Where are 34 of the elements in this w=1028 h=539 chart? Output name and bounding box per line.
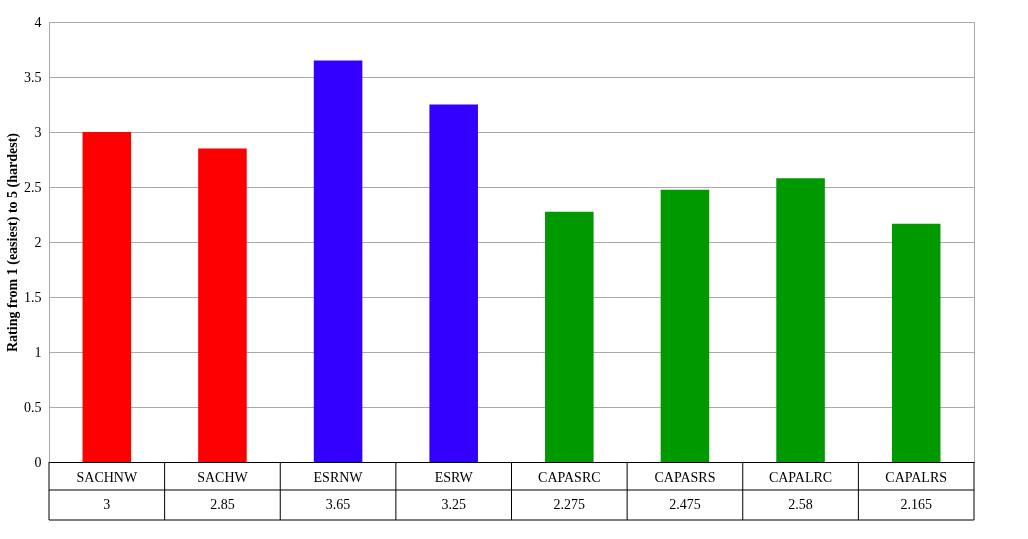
data-label: 3.65 bbox=[325, 497, 351, 512]
data-label: 2.275 bbox=[553, 497, 586, 512]
x-tick-label: CAPALRC bbox=[768, 469, 833, 485]
data-label: 3 bbox=[103, 497, 111, 512]
y-tick-label: 3.5 bbox=[24, 69, 42, 85]
bar bbox=[82, 132, 132, 462]
y-tick-label: 0 bbox=[34, 454, 42, 470]
y-tick-label: 2.5 bbox=[24, 179, 42, 195]
y-tick-label: 1.5 bbox=[24, 289, 42, 305]
y-tick-label: 1 bbox=[34, 344, 42, 360]
y-tick-label: 3 bbox=[34, 124, 42, 140]
data-label: 2.475 bbox=[669, 497, 701, 512]
x-tick-label: ESRW bbox=[434, 469, 474, 485]
bar bbox=[660, 189, 710, 462]
bar bbox=[429, 104, 478, 462]
y-tick-label: 4 bbox=[34, 14, 42, 30]
x-tick-label: CAPASRS bbox=[654, 469, 716, 485]
y-axis-title: Rating from 1 (easiest) to 5 (hardest) bbox=[5, 132, 21, 353]
x-tick-label: ESRNW bbox=[313, 469, 364, 485]
y-tick-label: 2 bbox=[34, 234, 42, 250]
bar bbox=[198, 148, 247, 462]
x-tick-label: SACHW bbox=[197, 469, 249, 485]
x-tick-label: CAPALRS bbox=[885, 469, 948, 485]
bar bbox=[891, 223, 941, 462]
data-label: 2.85 bbox=[210, 497, 235, 512]
data-label: 2.165 bbox=[900, 497, 932, 512]
data-label: 2.58 bbox=[788, 497, 813, 512]
x-tick-label: CAPASRC bbox=[538, 469, 601, 485]
data-label: 3.25 bbox=[441, 497, 466, 512]
x-tick-label: SACHNW bbox=[76, 469, 138, 485]
bar bbox=[776, 178, 825, 462]
y-tick-label: 0.5 bbox=[24, 399, 42, 415]
bar bbox=[313, 60, 363, 462]
bar bbox=[545, 211, 594, 462]
